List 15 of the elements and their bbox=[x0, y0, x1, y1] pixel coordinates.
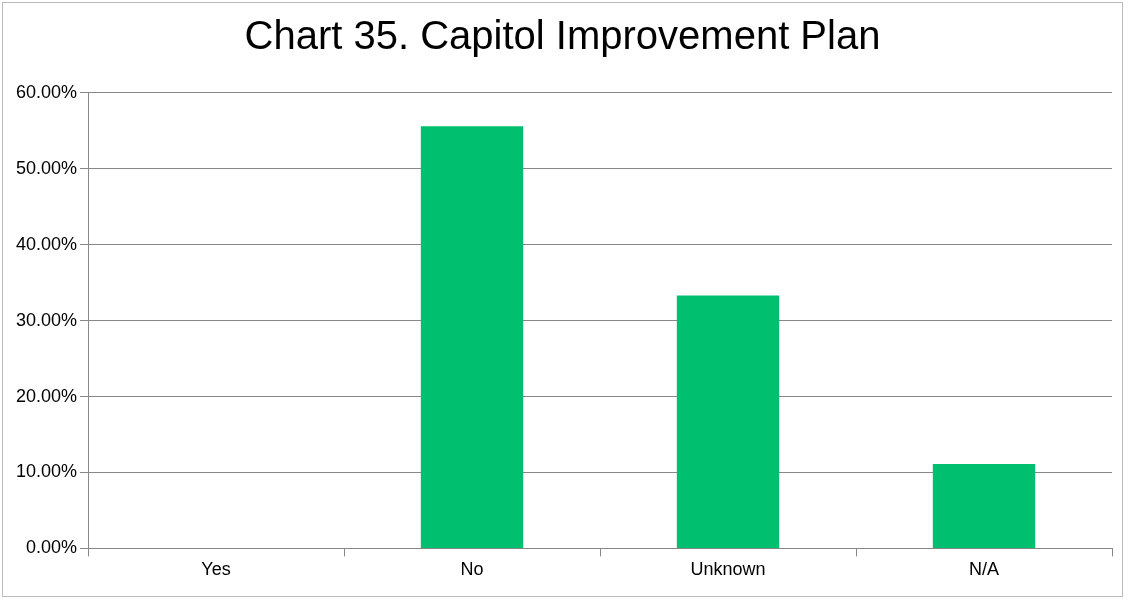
y-tick-label: 10.00% bbox=[15, 461, 78, 482]
y-tick-label: 0.00% bbox=[26, 537, 78, 558]
bar bbox=[676, 295, 780, 548]
bar bbox=[420, 126, 524, 548]
y-tick-label: 50.00% bbox=[15, 157, 78, 178]
chart-title: Chart 35. Capitol Improvement Plan bbox=[243, 13, 882, 58]
bar bbox=[932, 464, 1036, 548]
y-tick-label: 20.00% bbox=[15, 385, 78, 406]
y-tick-label: 60.00% bbox=[15, 81, 78, 102]
y-tick-label: 40.00% bbox=[15, 233, 78, 254]
x-tick-label: N/A bbox=[969, 559, 1000, 580]
x-tick-label: Yes bbox=[201, 559, 231, 580]
x-tick-label: Unknown bbox=[690, 559, 766, 580]
x-tick-label: No bbox=[460, 559, 484, 580]
y-tick-label: 30.00% bbox=[15, 309, 78, 330]
